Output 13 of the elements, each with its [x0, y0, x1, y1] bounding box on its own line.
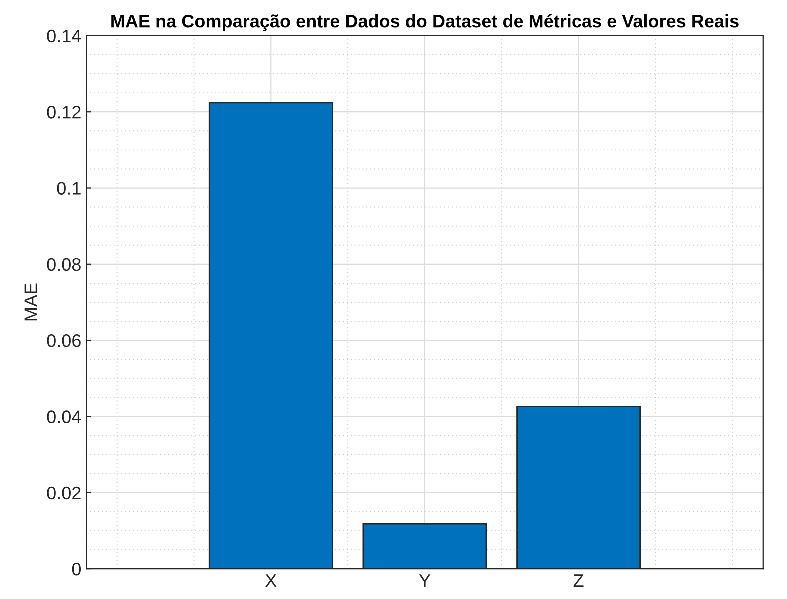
y-tick-label: 0.12	[47, 106, 81, 119]
y-tick-label: 0.06	[47, 334, 81, 348]
y-tick-label: 0	[72, 562, 82, 576]
y-tick-label: 0.14	[47, 30, 82, 43]
x-tick-label: X	[266, 574, 277, 587]
chart-title: MAE na Comparação entre Dados do Dataset de Métricas e Valores Reais	[112, 14, 739, 32]
y-tick-label: 0.02	[47, 486, 81, 500]
y-tick-label: 0.04	[47, 410, 82, 424]
x-tick-label: Y	[419, 574, 431, 587]
y-tick-label: 0.1	[57, 182, 81, 195]
x-tick-label: Z	[574, 574, 584, 587]
y-axis-title: MAE	[24, 284, 38, 321]
y-tick-label: 0.08	[47, 258, 81, 272]
